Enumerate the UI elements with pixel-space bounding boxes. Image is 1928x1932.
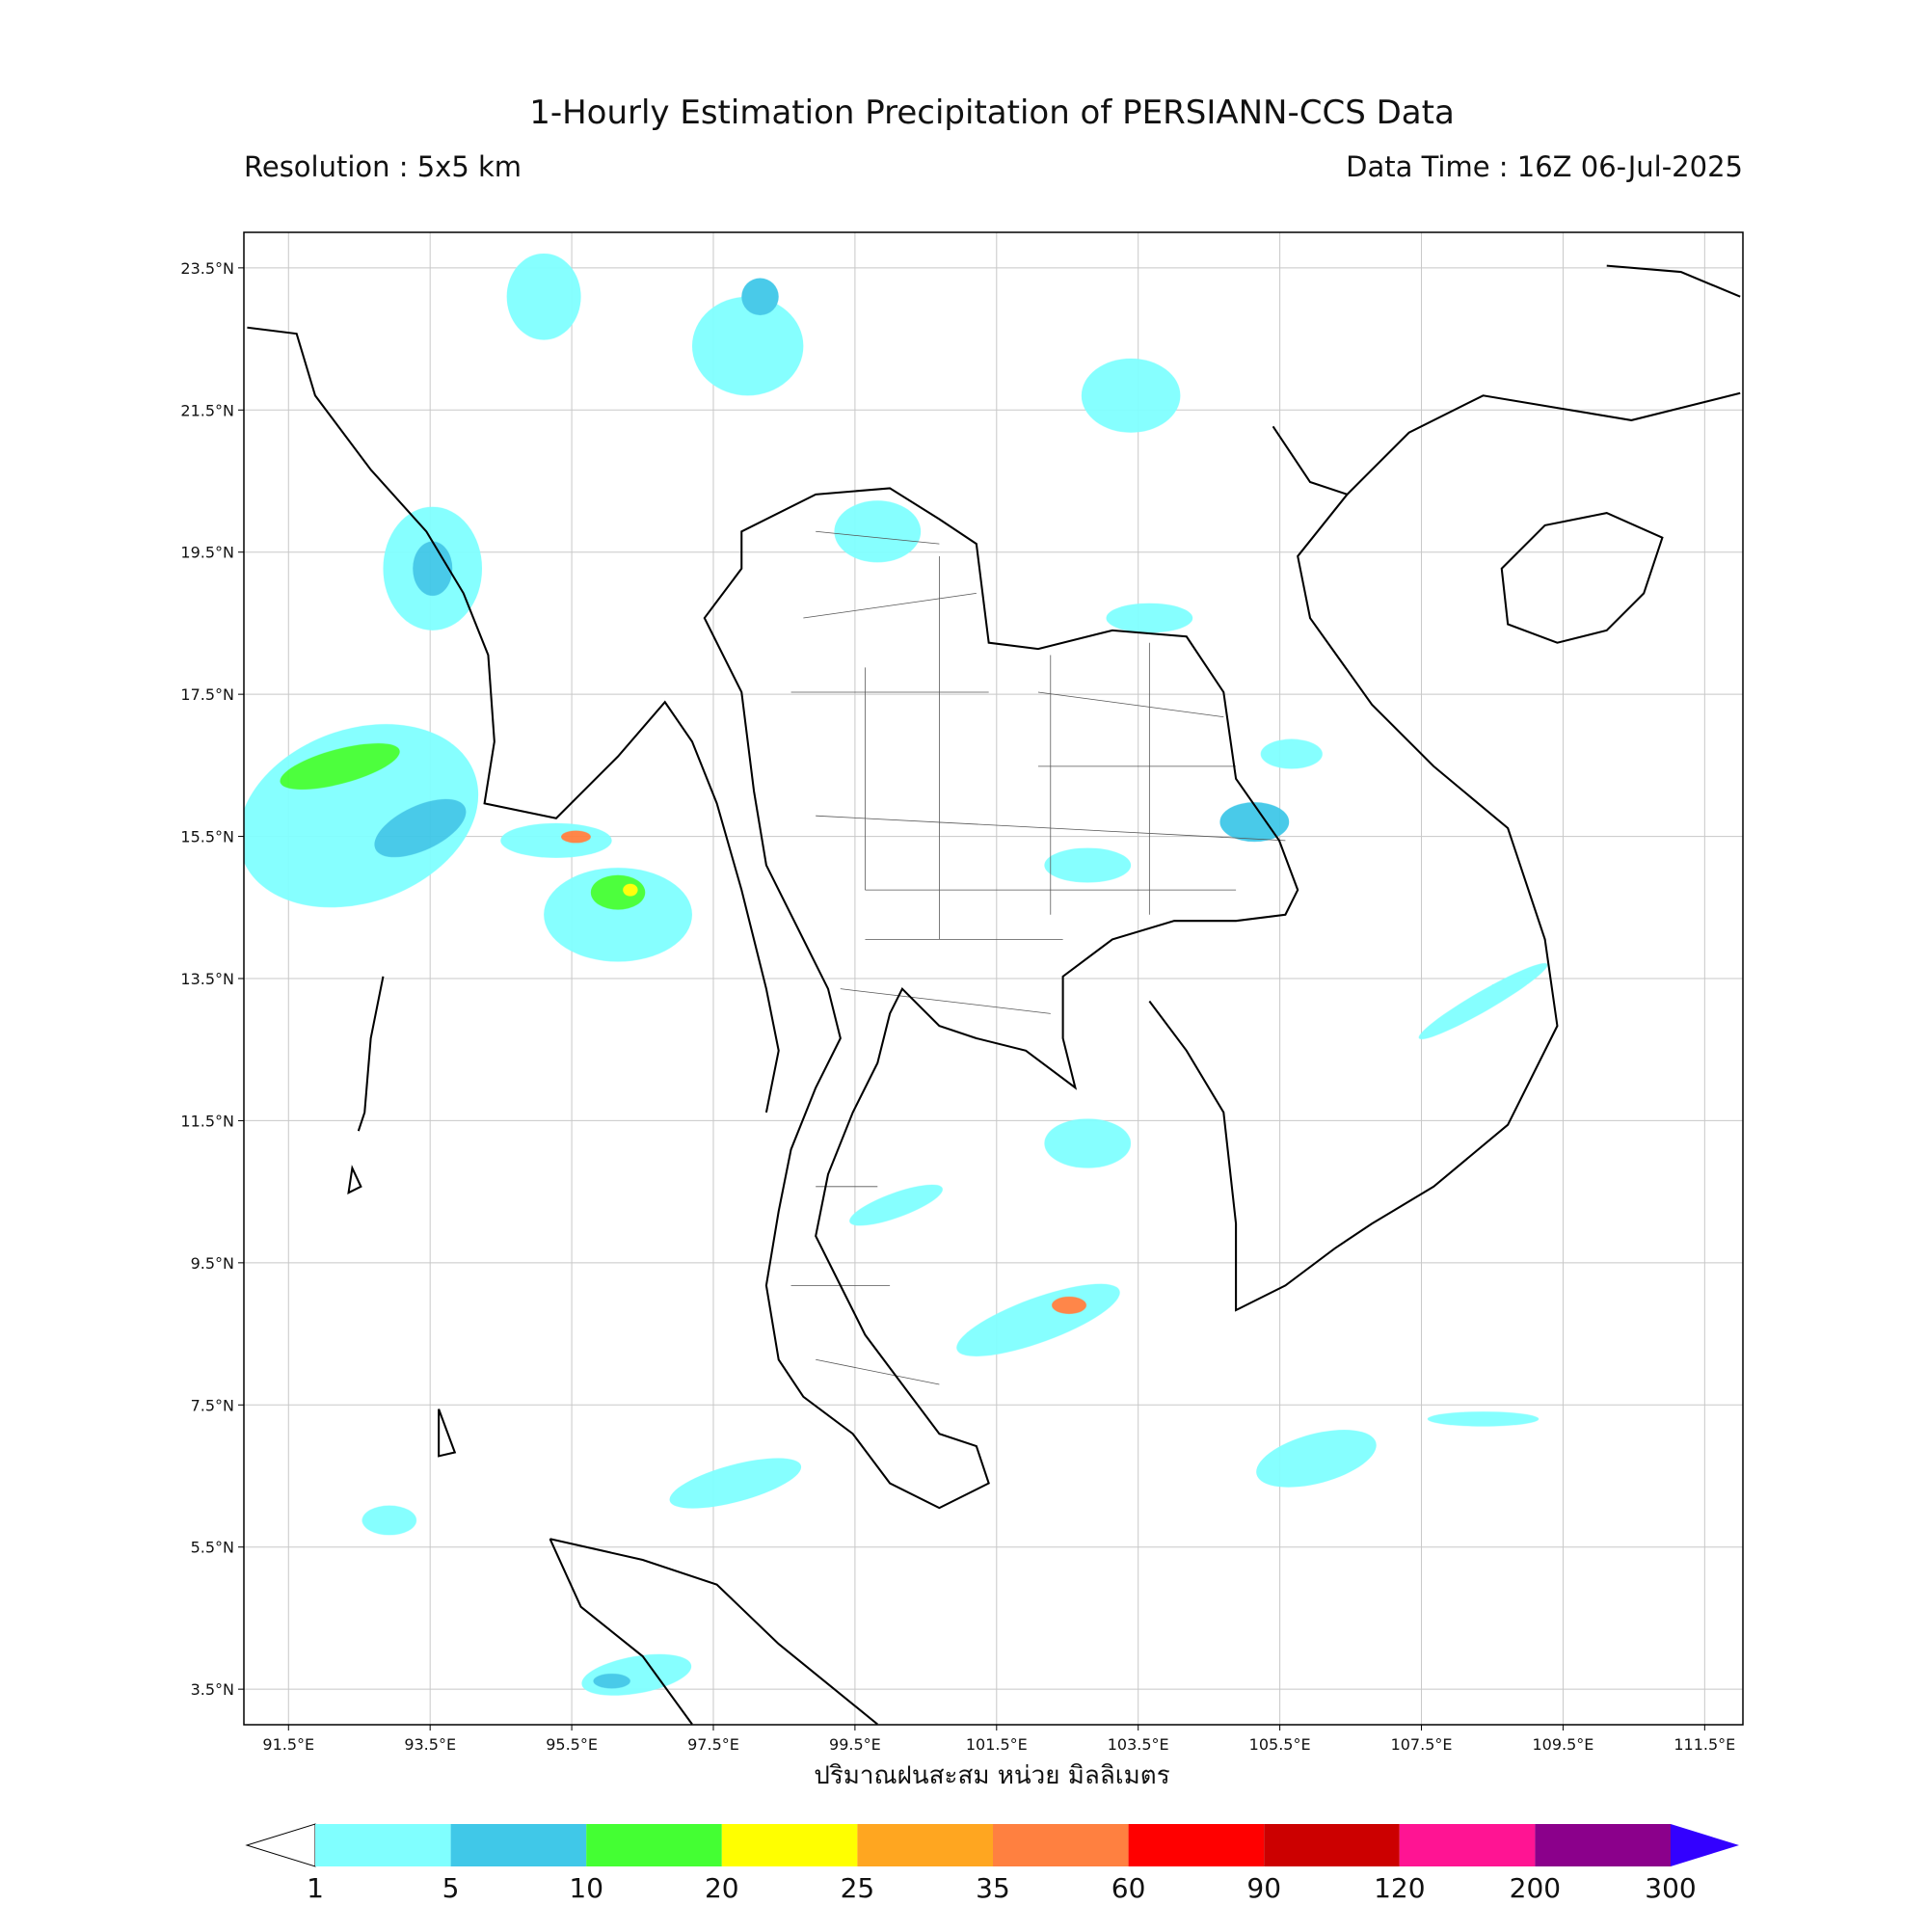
- colorbar-label: 5: [442, 1872, 460, 1904]
- colorbar-box: [450, 1824, 587, 1866]
- x-tick-label: 105.5°E: [1249, 1735, 1311, 1754]
- x-tick-label: 111.5°E: [1674, 1735, 1735, 1754]
- rain-area: [593, 1673, 630, 1689]
- plot-frame: [243, 231, 1744, 1726]
- rain-area: [1081, 358, 1181, 433]
- x-tick-label: 99.5°E: [829, 1735, 881, 1754]
- china-coast: [1346, 264, 1741, 496]
- rain-area: [500, 822, 612, 858]
- colorbar-label: 35: [976, 1872, 1010, 1904]
- rain-area: [413, 541, 453, 596]
- colorbar-over: [1671, 1824, 1739, 1866]
- colorbar-box: [993, 1824, 1129, 1866]
- rain-area: [1219, 802, 1290, 843]
- colorbar-box: [721, 1824, 858, 1866]
- colorbar-label: 200: [1510, 1872, 1561, 1904]
- x-tick-label: 109.5°E: [1532, 1735, 1593, 1754]
- x-tick-label: 95.5°E: [546, 1735, 598, 1754]
- provinces: [790, 530, 1286, 1385]
- colorbar-label: 10: [569, 1872, 603, 1904]
- rain-area: [561, 830, 591, 844]
- colorbar-label: 120: [1374, 1872, 1425, 1904]
- y-tick-label: 15.5°N: [180, 828, 234, 846]
- vietnam-coast: [1148, 425, 1559, 1312]
- thailand-outline: [703, 487, 1299, 1510]
- colorbar-box: [857, 1824, 993, 1866]
- rain-area: [1044, 1118, 1132, 1168]
- x-axis-label: ปริมาณฝนสะสม หน่วย มิลลิเมตร: [814, 1761, 1169, 1790]
- y-tick-label: 11.5°N: [180, 1112, 234, 1130]
- colorbar-box: [1535, 1824, 1671, 1866]
- rain-area: [1260, 738, 1323, 769]
- andaman-islands: [347, 976, 457, 1458]
- rain-area: [581, 1653, 692, 1696]
- rain-area: [1418, 963, 1548, 1039]
- x-tick-label: 107.5°E: [1391, 1735, 1453, 1754]
- rain-area: [506, 253, 581, 340]
- rain-area: [1044, 847, 1132, 883]
- hainan: [1500, 512, 1664, 644]
- x-tick-label: 91.5°E: [262, 1735, 314, 1754]
- colorbar-label: 60: [1111, 1872, 1146, 1904]
- grid-layer: 91.5°E 93.5°E 95.5°E 97.5°E 99.5°E 101.5°E 103…: [180, 232, 1743, 1754]
- sumatra-coast: [549, 1538, 878, 1725]
- colorbar-under: [245, 1823, 316, 1867]
- rain-area: [834, 500, 922, 563]
- rain-areas: [244, 253, 1548, 1696]
- rain-area: [362, 1505, 417, 1536]
- rain-area: [849, 1184, 943, 1226]
- y-tick-label: 17.5°N: [180, 685, 234, 704]
- rain-area: [374, 798, 467, 858]
- map-layer: [244, 253, 1741, 1725]
- data-time-label: Data Time : 16Z 06-Jul-2025: [1346, 150, 1743, 183]
- y-tick-label: 9.5°N: [191, 1254, 234, 1273]
- rain-area: [691, 296, 804, 396]
- colorbar-box: [1128, 1824, 1265, 1866]
- y-tick-label: 13.5°N: [180, 970, 234, 988]
- y-tick-label: 21.5°N: [180, 401, 234, 419]
- x-tick-label: 93.5°E: [404, 1735, 456, 1754]
- rain-area: [544, 868, 692, 962]
- colorbar-box: [1264, 1824, 1400, 1866]
- x-tick-label: 97.5°E: [687, 1735, 739, 1754]
- map-shapes: [244, 253, 1741, 1725]
- y-tick-label: 7.5°N: [191, 1396, 234, 1414]
- colorbar-label: 90: [1246, 1872, 1281, 1904]
- rain-area: [741, 278, 779, 315]
- colorbar-label: 25: [841, 1872, 875, 1904]
- rain-area: [1106, 603, 1193, 633]
- y-tick-label: 3.5°N: [191, 1680, 234, 1699]
- colorbar-box: [315, 1824, 451, 1866]
- rain-area: [956, 1283, 1120, 1356]
- rain-area: [590, 874, 646, 910]
- colorbar-label: 20: [705, 1872, 739, 1904]
- rain-area: [280, 742, 400, 790]
- x-tick-label: 103.5°E: [1108, 1735, 1169, 1754]
- y-tick-label: 23.5°N: [180, 259, 234, 278]
- rain-area: [1256, 1430, 1377, 1488]
- map-title: 1-Hourly Estimation Precipitation of PER…: [529, 94, 1455, 132]
- rain-area: [1052, 1296, 1086, 1314]
- x-tick-label: 101.5°E: [966, 1735, 1028, 1754]
- colorbar: 1 5 10 20 25 35 60 90 120 200 300: [245, 1823, 1739, 1904]
- rain-area: [623, 883, 638, 897]
- resolution-label: Resolution : 5x5 km: [244, 150, 522, 183]
- colorbar-box: [586, 1824, 722, 1866]
- colorbar-label: 300: [1645, 1872, 1696, 1904]
- colorbar-box: [1399, 1824, 1536, 1866]
- rain-area: [1427, 1411, 1540, 1427]
- myanmar-coast: [247, 326, 780, 1114]
- rain-area: [669, 1458, 802, 1509]
- y-tick-label: 5.5°N: [191, 1539, 234, 1557]
- colorbar-label: 1: [307, 1872, 324, 1904]
- y-tick-label: 19.5°N: [180, 544, 234, 562]
